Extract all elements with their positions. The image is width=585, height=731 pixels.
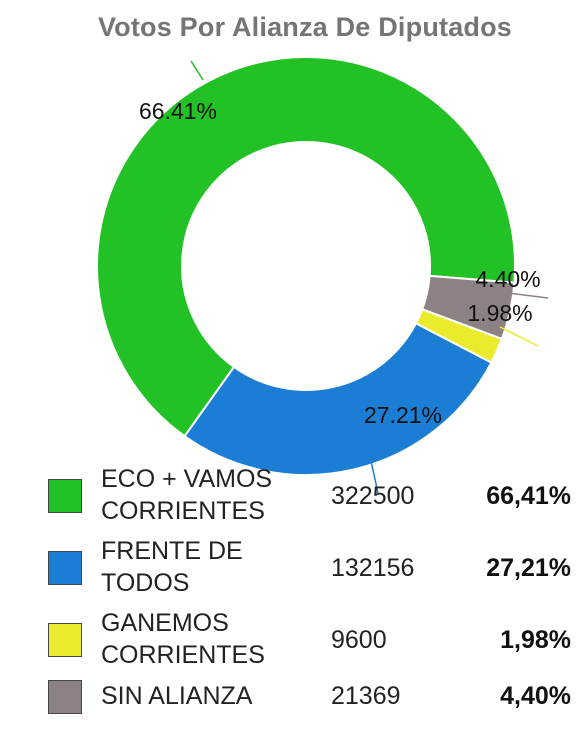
slice-percent-label: 66.41% xyxy=(139,98,217,124)
chart-title: Votos Por Alianza De Diputados xyxy=(97,12,513,42)
slice-percent-label: 4.40% xyxy=(475,266,540,292)
label-leader-line xyxy=(499,326,539,347)
label-leader-line xyxy=(370,460,379,494)
slice-percent-label: 27.21% xyxy=(364,402,442,428)
label-leader-line xyxy=(190,60,204,81)
slice-percent-label: 1.98% xyxy=(467,300,532,326)
label-leader-line xyxy=(499,291,549,299)
donut-slice xyxy=(96,56,516,438)
donut-slice xyxy=(183,321,493,476)
